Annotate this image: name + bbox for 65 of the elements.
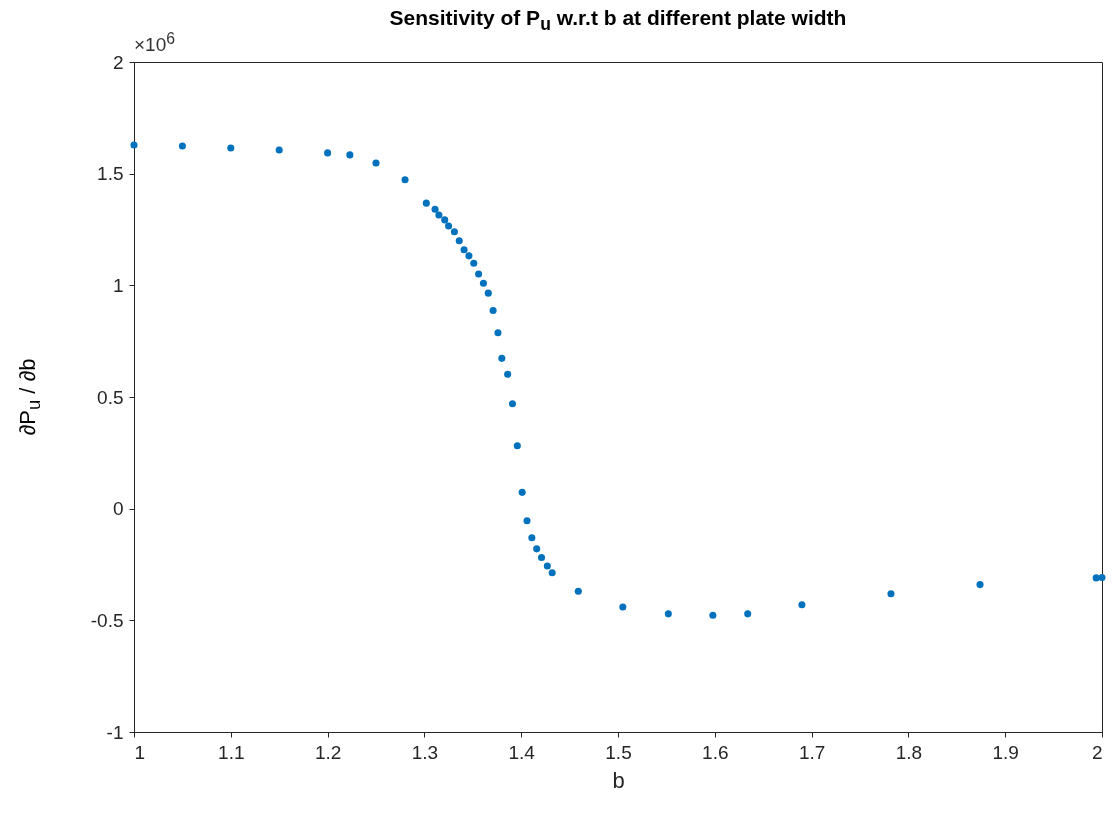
point [475, 270, 483, 278]
x-tick-label: 1 [134, 741, 146, 763]
point [324, 149, 332, 157]
point [435, 211, 443, 219]
point [798, 601, 806, 609]
point [504, 370, 512, 378]
point [709, 611, 717, 619]
x-tick-label: 1.4 [508, 741, 536, 763]
point [548, 569, 556, 577]
point [470, 259, 478, 267]
y-tick-label: 2 [112, 51, 124, 73]
x-tick-label: 1.5 [605, 741, 632, 763]
point [130, 141, 138, 149]
point [227, 144, 235, 152]
point [664, 610, 672, 618]
point [976, 581, 984, 589]
point [523, 517, 531, 525]
x-tick-label: 1.2 [314, 741, 342, 763]
point [431, 205, 439, 213]
point [887, 590, 895, 598]
point [528, 534, 536, 542]
point [178, 142, 186, 150]
point [537, 554, 546, 562]
y-tick-label: -0.5 [90, 609, 124, 631]
point [494, 329, 502, 337]
x-tick-label: 1.1 [218, 741, 245, 763]
point [401, 176, 409, 184]
y-tick-label: 0.5 [97, 386, 124, 408]
x-tick-label: 1.3 [411, 741, 439, 763]
point [543, 562, 551, 570]
point [460, 246, 468, 254]
x-tick-label: 1.8 [895, 741, 923, 763]
x-tick-label: 2 [1091, 741, 1103, 763]
point [619, 603, 627, 611]
point [450, 228, 458, 236]
x-tick-label: 1.7 [798, 741, 826, 763]
point [422, 199, 430, 207]
point [275, 146, 283, 154]
point [508, 400, 517, 408]
chart-title: Sensitivity of P$_{u}$ w.r.t b at different plate width [389, 6, 847, 35]
point [518, 488, 526, 496]
y-tick-label: 1.5 [97, 163, 124, 185]
point [372, 159, 380, 167]
y-tick-label: 1 [112, 274, 124, 296]
point [498, 354, 506, 362]
point [484, 289, 492, 297]
y-tick-label: -1 [106, 721, 124, 743]
point [445, 222, 453, 230]
point [455, 237, 463, 245]
point [441, 216, 449, 224]
point [1098, 573, 1106, 581]
point [479, 279, 487, 287]
point [465, 252, 473, 260]
point [574, 587, 582, 595]
point [744, 610, 752, 618]
point [513, 442, 521, 450]
x-tick-label: 1.9 [992, 741, 1019, 763]
x-axis-title: b [612, 767, 625, 793]
x-tick-label: 1.6 [702, 741, 729, 763]
point [489, 307, 497, 315]
point [1092, 574, 1100, 582]
point [533, 545, 541, 553]
text: ×10$^{6}$ [134, 30, 176, 57]
point [346, 151, 354, 159]
y-tick-label: 0 [112, 498, 124, 520]
